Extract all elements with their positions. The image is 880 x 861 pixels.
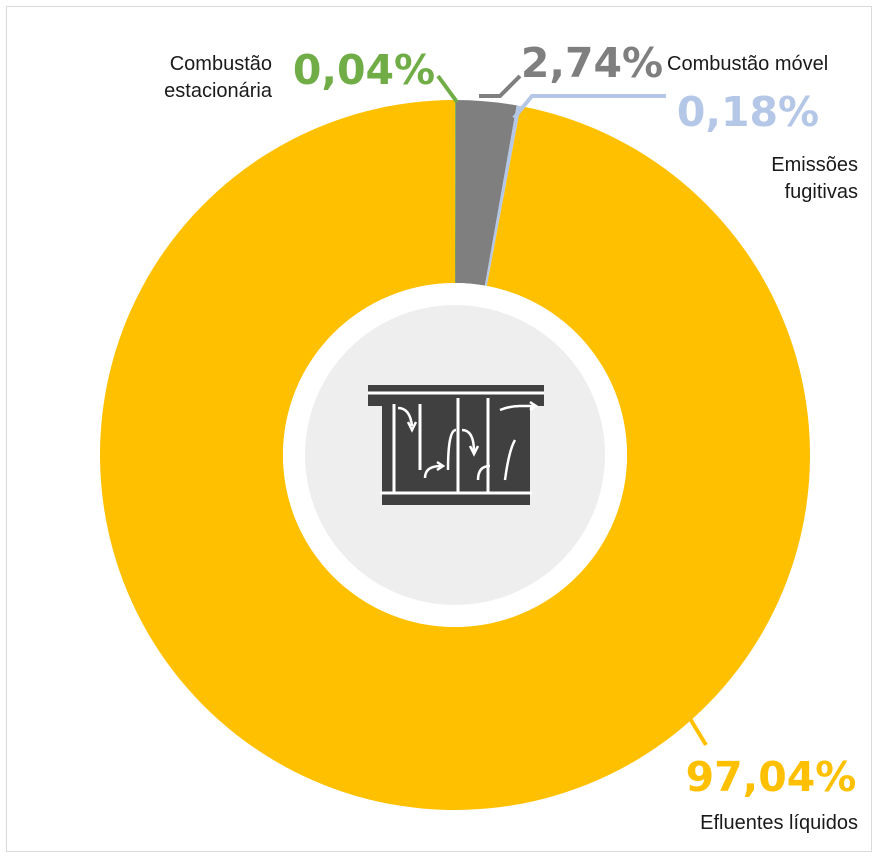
slice-2 (455, 100, 517, 286)
value-label-movel: 2,74% (521, 39, 663, 87)
leader-line-movel (479, 74, 522, 98)
label-estacionaria-line2: estacionária (164, 80, 273, 102)
slice-4 (99, 100, 810, 810)
wastewater-treatment-tank-icon (368, 385, 544, 505)
slices (99, 100, 810, 810)
leader-line-fugitivas (512, 94, 666, 120)
leader-line-efluentes (684, 710, 708, 747)
label-fugitivas-line1: Emissões (771, 154, 858, 176)
label-efluentes: Efluentes líquidos (700, 812, 858, 834)
value-label-fugitivas: 0,18% (677, 88, 819, 136)
slice-1 (455, 100, 456, 284)
leader-line-estacionaria (436, 74, 459, 104)
label-fugitivas-line2: fugitivas (785, 181, 858, 203)
label-movel: Combustão móvel (667, 53, 828, 75)
slice-3 (484, 105, 521, 286)
value-label-efluentes: 97,04% (686, 753, 857, 801)
label-estacionaria-line1: Combustão (170, 53, 272, 75)
value-label-estacionaria: 0,04% (293, 46, 435, 94)
center-icon-group (283, 283, 627, 627)
leader-lines (436, 74, 708, 747)
labels: Combustão estacionária 0,04% 2,74% Combu… (164, 39, 858, 834)
